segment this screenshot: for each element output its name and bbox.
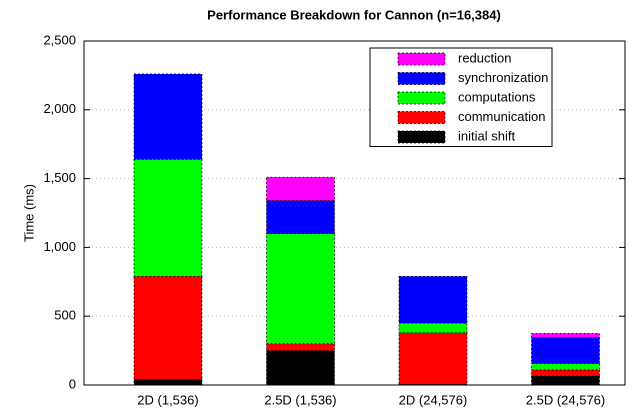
y-tick-label: 1,500 — [43, 170, 76, 185]
bar-segment — [398, 332, 468, 385]
legend-swatch — [397, 130, 446, 144]
bar-segment — [531, 369, 600, 377]
bar-segment — [133, 275, 203, 380]
x-tick-label: 2.5D (24,576) — [526, 392, 606, 407]
legend-swatch — [397, 52, 446, 66]
bar-segment — [531, 333, 600, 338]
bar-segment — [266, 200, 335, 234]
bar-segment — [531, 375, 600, 386]
legend-swatch — [397, 111, 446, 124]
bar-segment — [531, 337, 600, 365]
y-tick-label: 0 — [69, 376, 76, 391]
bar-segment — [133, 73, 203, 160]
bar-segment — [266, 176, 335, 201]
bar-segment — [133, 379, 203, 386]
bar-segment — [266, 233, 335, 345]
y-tick-label: 500 — [54, 308, 76, 323]
legend-swatch — [397, 91, 446, 105]
plot-frame — [83, 40, 626, 386]
legend-label: reduction — [458, 50, 511, 65]
bar-segment — [133, 158, 203, 277]
bar-segment — [398, 322, 468, 334]
chart-title: Performance Breakdown for Cannon (n=16,3… — [207, 7, 501, 22]
bar-segment — [531, 363, 600, 371]
y-tick-label: 2,000 — [43, 101, 76, 116]
x-tick-label: 2.5D (1,536) — [264, 392, 336, 407]
bar-segment — [398, 275, 468, 324]
y-tick-label: 2,500 — [43, 32, 76, 47]
legend-swatch — [397, 72, 446, 85]
x-tick-label: 2D (24,576) — [399, 392, 468, 407]
bar-segment — [266, 343, 335, 351]
y-axis-label: Time (ms) — [21, 184, 36, 242]
legend-label: synchronization — [458, 70, 548, 85]
legend-label: initial shift — [458, 128, 515, 143]
x-tick-label: 2D (1,536) — [137, 392, 198, 407]
legend-label: computations — [458, 89, 536, 104]
bar-segment — [266, 350, 335, 386]
legend-label: communication — [458, 109, 545, 124]
y-tick-label: 1,000 — [43, 239, 76, 254]
